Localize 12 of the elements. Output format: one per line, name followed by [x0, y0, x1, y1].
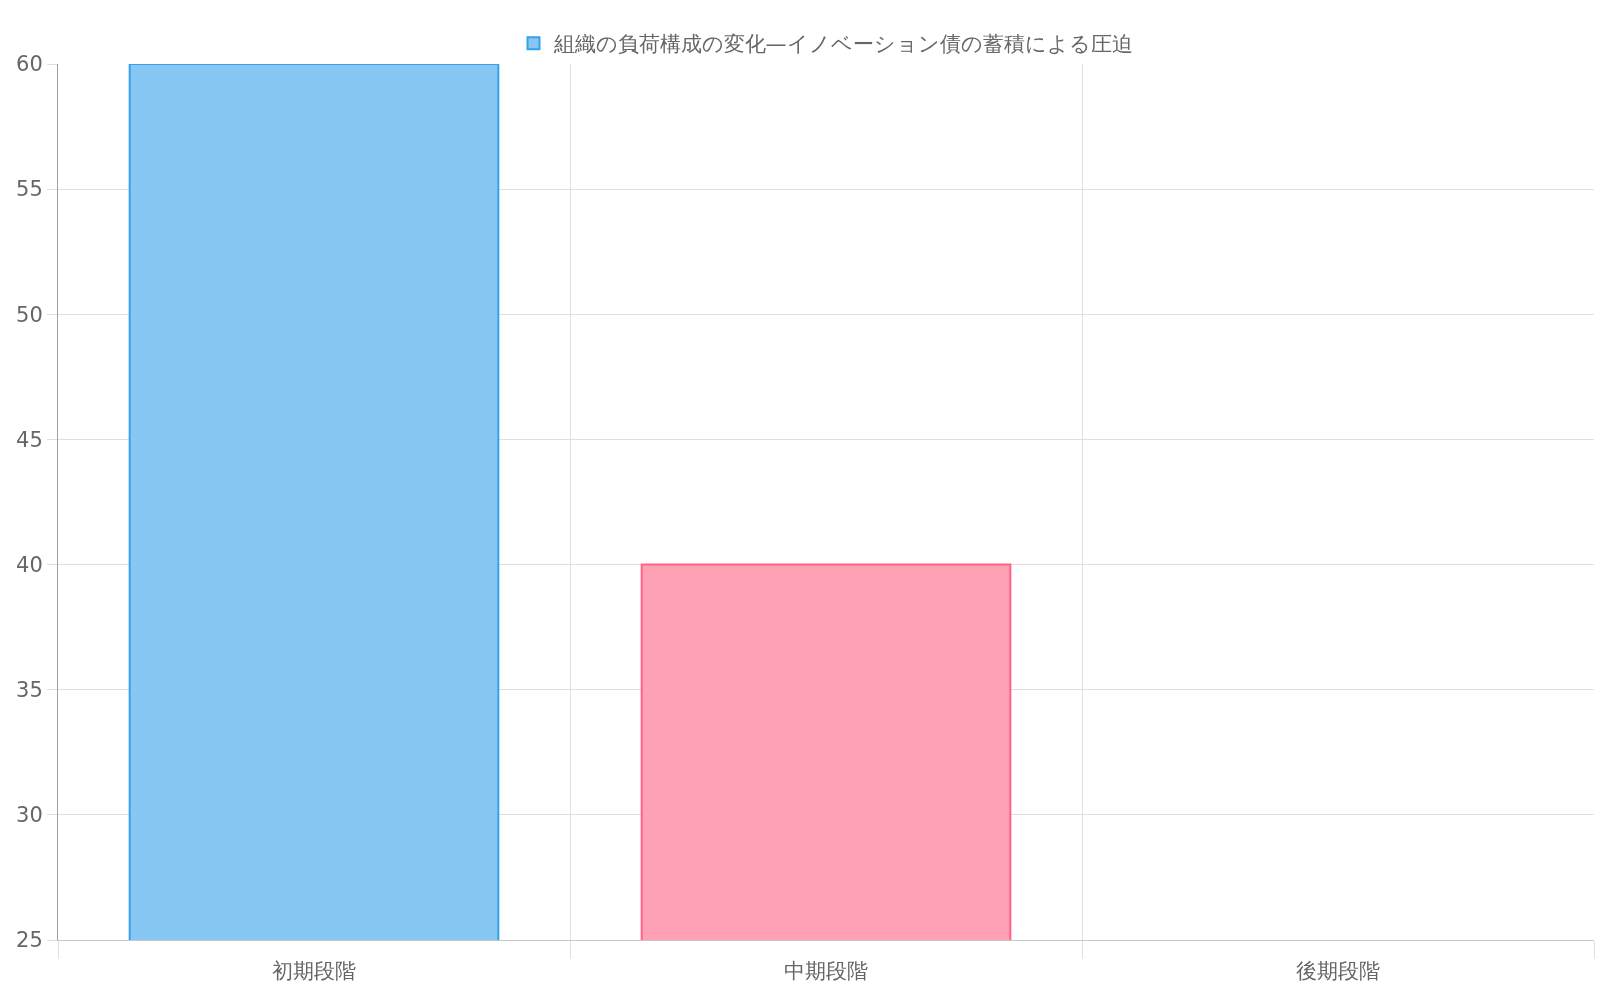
y-tick-label: 55 [16, 177, 43, 202]
y-tick-label: 45 [16, 427, 43, 452]
y-tick-label: 60 [16, 52, 43, 77]
y-tick-label: 30 [16, 803, 43, 828]
y-tick-label: 35 [16, 678, 43, 703]
legend-label: 組織の負荷構成の変化—イノベーション債の蓄積による圧迫 [552, 32, 1133, 57]
y-tick-label: 50 [16, 302, 43, 327]
y-tick-label: 40 [16, 552, 43, 577]
x-tick-label: 初期段階 [272, 959, 356, 984]
y-tick-label: 25 [16, 928, 43, 953]
x-tick-label: 中期段階 [784, 959, 868, 984]
x-tick-label: 後期段階 [1296, 959, 1380, 984]
